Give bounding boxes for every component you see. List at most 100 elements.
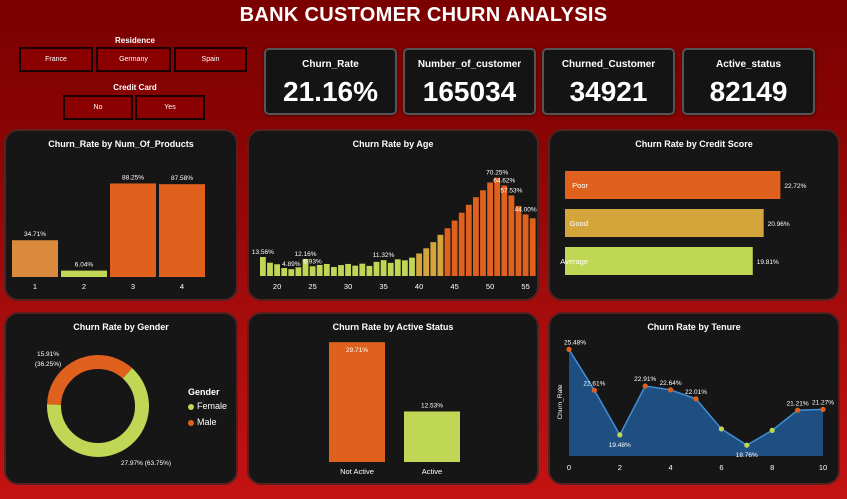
bar-not-active [329, 342, 385, 462]
bar-age-53 [508, 195, 515, 276]
bar-age-22 [288, 269, 295, 276]
data-label: 29.71% [346, 347, 368, 354]
age-chart: 20 25 30 35 40 45 50 55 13.56% 4.89% 12.16%6.93% 11… [252, 170, 537, 291]
chart-card-gender: Churn Rate by Gender 15.91% (36.25%) 27.97… [4, 312, 238, 485]
bar-age-29 [338, 265, 344, 276]
data-label: 13.56% [252, 249, 274, 256]
bar-age-36 [387, 262, 394, 276]
kpi-label: Number_of_customer [417, 59, 522, 70]
chart-card-tenure: Churn Rate by Tenure 25.48% 22.61% 19.48% 2… [548, 312, 840, 485]
bar-age-25 [309, 266, 316, 276]
y-tick-label: Good [570, 219, 588, 228]
chart-title: Churn Rate by Gender [73, 322, 169, 332]
chart-card-age: Churn Rate by Age 20 25 30 35 40 45 50 55 13.56%… [247, 129, 539, 301]
bar-3 [110, 183, 156, 277]
legend-item-male[interactable]: Male [188, 417, 217, 427]
tenure-chart: 25.48% 22.61% 19.48% 22.91% 22.64%22.01% 18.7… [557, 339, 834, 472]
y-axis-label: Churn_Rate [557, 384, 564, 419]
kpi-churned-customer: Churned_Customer 34921 [542, 48, 675, 115]
x-tick-label: Active [422, 467, 442, 476]
kpi-churn-rate: Churn_Rate 21.16% [264, 48, 397, 115]
bar-age-51 [494, 177, 501, 276]
data-label: 22.64% [660, 380, 682, 387]
bar-1 [12, 240, 58, 277]
bar-Poor [565, 171, 781, 199]
bar-Average [565, 247, 753, 275]
chart-title: Churn Rate by Active Status [332, 322, 454, 332]
data-label: 22.01% [685, 389, 707, 396]
x-tick-label: Not Active [340, 467, 374, 476]
bar-age-26 [316, 264, 323, 276]
residence-germany-button[interactable]: Germany [96, 47, 171, 72]
bar-age-24 [302, 258, 309, 276]
data-label: 19.81% [757, 259, 779, 266]
bar-age-35 [380, 260, 387, 276]
x-tick-label: 6 [719, 463, 723, 472]
bar-age-34 [373, 261, 380, 276]
bar-age-40 [416, 253, 422, 276]
products-chart: 34.71% 1 6.04% 2 88.25% 3 87.58% 4 [12, 174, 205, 291]
bar-age-55 [522, 214, 529, 276]
chart-title: Churn Rate by Age [352, 139, 434, 149]
point-2 [617, 432, 623, 438]
kpi-number-of-customer: Number_of_customer 165034 [403, 48, 536, 115]
kpi-value: 82149 [709, 76, 788, 107]
point-9 [795, 407, 801, 413]
data-label: 70.25% [486, 170, 508, 177]
credit-card-no-button[interactable]: No [63, 95, 133, 120]
bar-age-20 [274, 264, 280, 276]
bar-age-52 [501, 185, 508, 276]
data-label: 27.97% (63.75%) [121, 460, 171, 467]
x-tick-label: 2 [618, 463, 622, 472]
residence-spain-button[interactable]: Spain [174, 47, 247, 72]
y-tick-label: Poor [572, 181, 588, 190]
data-label: 22.61% [583, 380, 605, 387]
data-label: 11.32% [373, 252, 395, 259]
data-label: 21.21% [787, 400, 809, 407]
bar-2 [61, 270, 107, 277]
bar-age-30 [345, 263, 351, 276]
data-label: 21.27% [812, 399, 834, 406]
x-tick-label: 35 [379, 282, 387, 291]
bar-age-19 [267, 262, 273, 276]
data-label: 6.93% [303, 258, 322, 265]
bar-4 [159, 184, 205, 277]
slice-female [47, 355, 149, 457]
legend-dot [188, 403, 194, 410]
kpi-label: Churned_Customer [561, 59, 656, 70]
x-tick-label: 0 [567, 463, 571, 472]
bar-age-49 [480, 190, 486, 276]
credit-card-yes-button[interactable]: Yes [135, 95, 205, 120]
bar-age-28 [331, 267, 337, 276]
legend-item-female[interactable]: Female [188, 401, 227, 411]
data-label: 15.91% [37, 351, 59, 358]
x-tick-label: 4 [180, 282, 184, 291]
x-tick-label: 30 [344, 282, 352, 291]
chart-card-products: Churn_Rate by Num_Of_Products 34.71% 1 6.0… [4, 129, 238, 301]
kpi-value: 165034 [422, 76, 517, 107]
point-3 [642, 383, 648, 389]
kpi-active-status: Active_status 82149 [682, 48, 815, 115]
bar-age-31 [352, 265, 359, 276]
bar-age-48 [473, 197, 479, 276]
x-tick-label: 40 [415, 282, 423, 291]
bar-age-27 [323, 263, 330, 276]
data-label: 18.76% [736, 452, 758, 459]
data-label: 25.48% [564, 339, 586, 346]
bar-active [404, 411, 460, 462]
bar-age-50 [487, 182, 493, 276]
bar-age-42 [430, 242, 437, 276]
point-8 [769, 427, 775, 433]
bar-age-18 [260, 257, 266, 276]
bar-age-47 [465, 204, 472, 276]
residence-france-button[interactable]: France [19, 47, 93, 72]
data-label: 6.04% [75, 262, 94, 269]
kpi-value: 21.16% [283, 76, 378, 107]
x-tick-label: 50 [486, 282, 494, 291]
data-label: 4.89% [282, 261, 301, 268]
bar-age-56 [529, 218, 536, 276]
x-tick-label: 45 [450, 282, 458, 291]
x-tick-label: 1 [33, 282, 37, 291]
chart-card-active: Churn Rate by Active Status 29.71% Not Ac… [247, 312, 539, 485]
point-0 [566, 346, 572, 353]
